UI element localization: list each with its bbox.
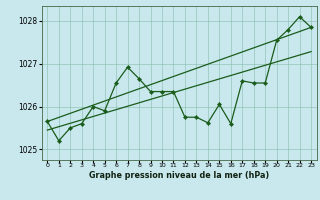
X-axis label: Graphe pression niveau de la mer (hPa): Graphe pression niveau de la mer (hPa) xyxy=(89,171,269,180)
